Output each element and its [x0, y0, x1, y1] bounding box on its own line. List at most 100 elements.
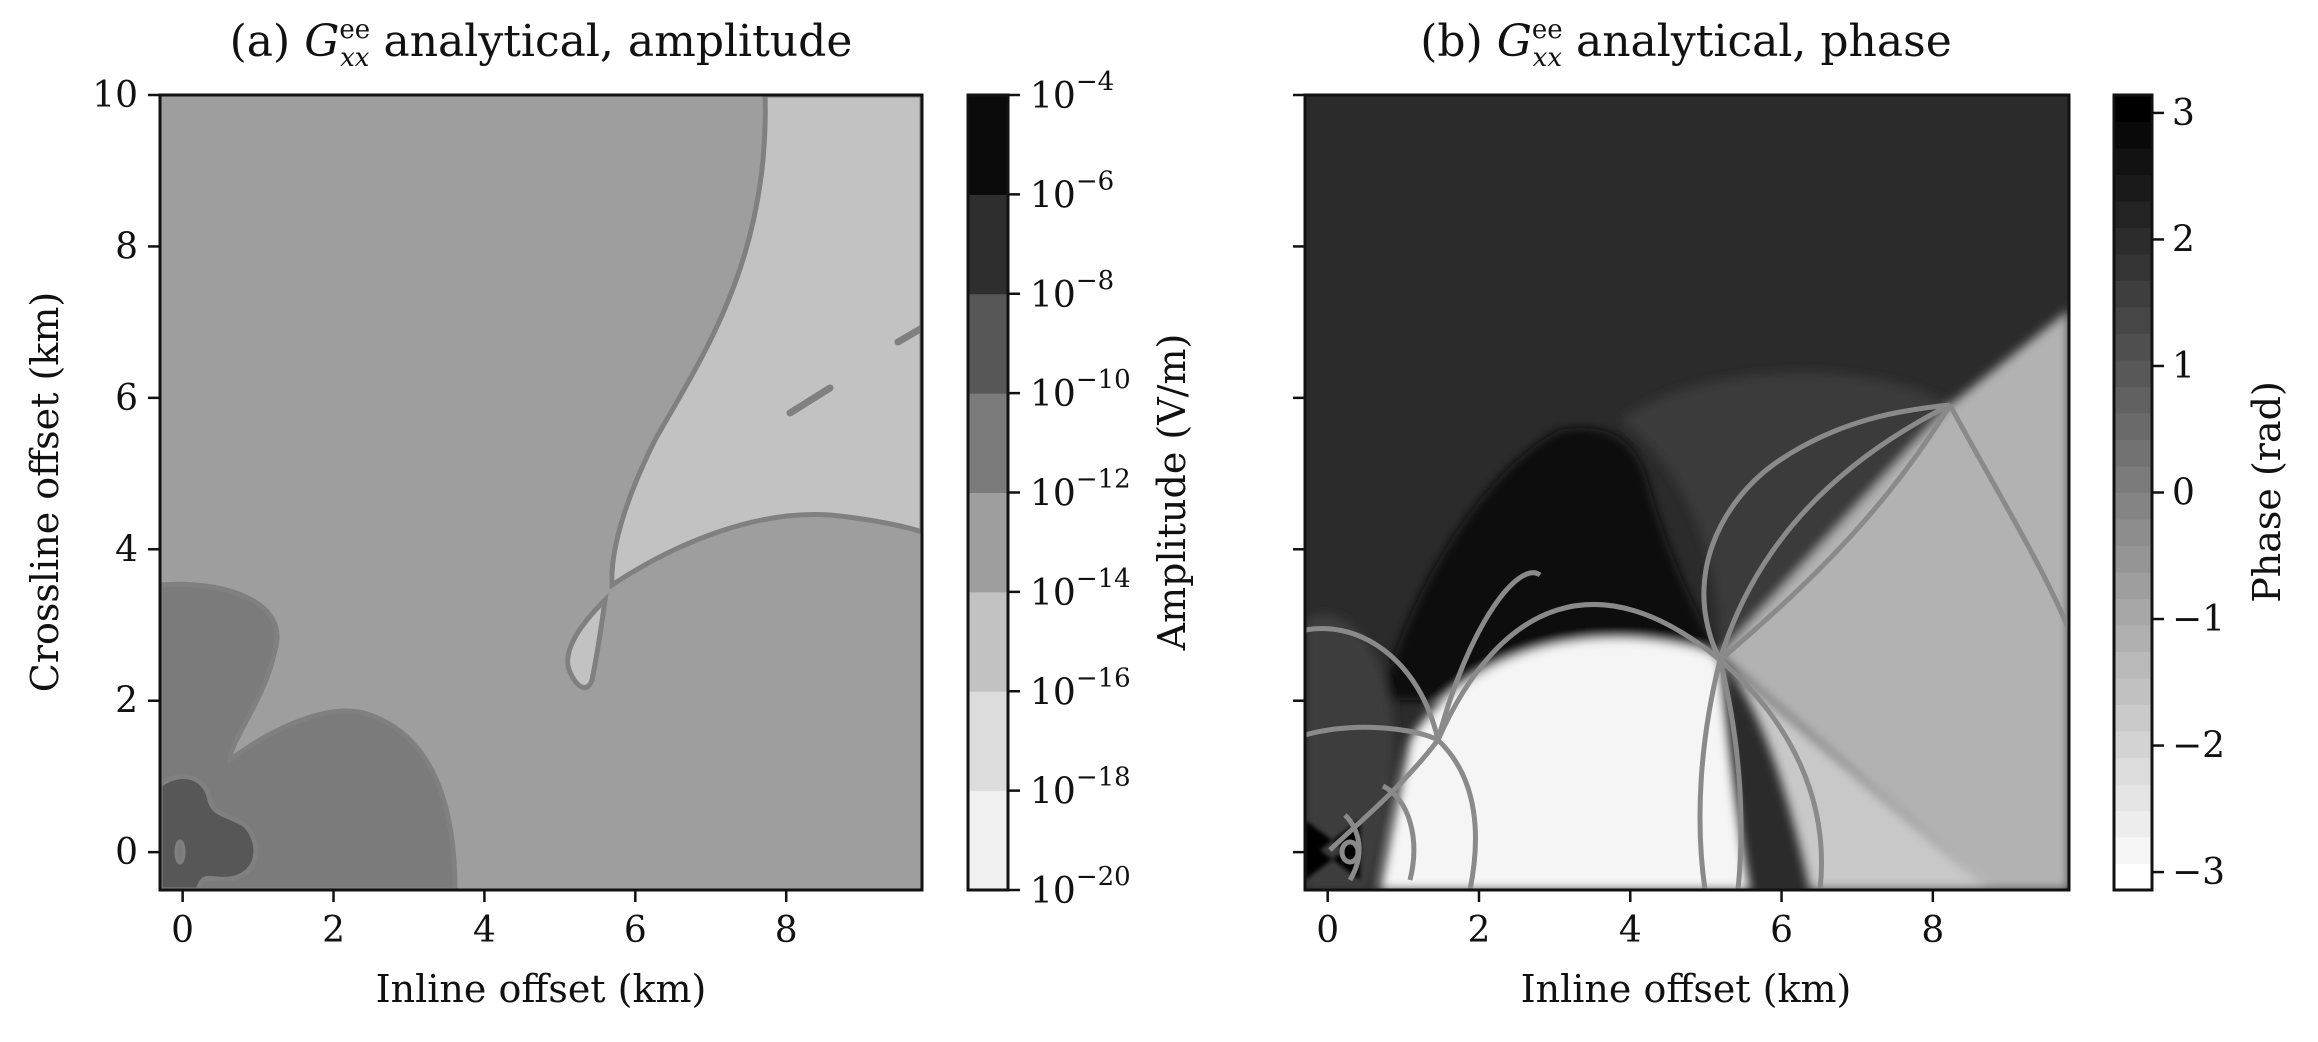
phase-colorbar-level [2114, 360, 2152, 387]
amplitude-upper-right-region [609, 95, 922, 590]
phase-left-region [1305, 614, 1394, 890]
phase-colorbar-level [2114, 307, 2152, 334]
x-tick-label: 0 [1316, 910, 1339, 951]
phase-colorbar-level [2114, 227, 2152, 255]
amplitude-colorbar-level [968, 393, 1008, 493]
amplitude-colorbar-tick-label: 10−16 [1030, 663, 1131, 713]
phase-colorbar-level [2114, 572, 2152, 599]
phase-colorbar-frame [2112, 93, 2154, 892]
amplitude-colorbar-level [968, 492, 1008, 593]
amplitude-colorbar-level [968, 691, 1008, 792]
panel-b-frame [1303, 93, 2071, 892]
phase-colorbar-level [2114, 492, 2152, 520]
amplitude-droplet [565, 593, 609, 690]
amplitude-colorbar: 10−20 10−18 10−16 10−14 10−12 10−10 10−8 10−6 10… [968, 67, 1131, 912]
phase-colorbar-level [2114, 386, 2152, 414]
x-tick-label: 2 [322, 910, 345, 951]
phase-colorbar-tick-label: 3 [2172, 93, 2195, 134]
phase-colorbar-level [2114, 837, 2152, 864]
phase-colorbar-level [2114, 810, 2152, 838]
x-tick-label: 6 [1770, 910, 1793, 951]
amplitude-colorbar-tick-label: 10−12 [1030, 465, 1131, 515]
amplitude-near-field-lobes [160, 581, 458, 890]
phase-colorbar-level [2114, 413, 2152, 440]
panel-a-y-ticks: 0 2 4 6 8 10 [92, 75, 160, 873]
phase-dark-band [1380, 428, 1720, 700]
x-tick-label: 8 [1921, 910, 1944, 951]
amplitude-contour-segment [894, 324, 922, 346]
panel-b-title: (b) Gee xx analytical, phase [1420, 15, 1952, 73]
phase-light-basin [1380, 638, 1750, 890]
amplitude-core-region [160, 774, 259, 890]
phase-colorbar-level [2114, 863, 2152, 891]
amplitude-colorbar-level [968, 591, 1008, 692]
panel-b-x-ticks: 0 2 4 6 8 [1316, 890, 1944, 951]
amplitude-colorbar-level [968, 194, 1008, 295]
phase-middle-region [1620, 372, 1950, 655]
amplitude-colorbar-tick-label: 10−20 [1030, 862, 1131, 912]
phase-colorbar-level [2114, 784, 2152, 811]
amplitude-colorbar-tick-label: 10−4 [1030, 67, 1114, 117]
y-tick-label: 6 [115, 378, 138, 419]
x-tick-label: 4 [473, 910, 496, 951]
phase-colorbar-tick-label: 0 [2172, 473, 2195, 514]
phase-colorbar-level [2114, 731, 2152, 758]
panel-b: (b) Gee xx analytical, phase [1293, 15, 2289, 1011]
x-tick-label: 0 [171, 910, 194, 951]
panel-a: (a) Gee xx analytical, amplitude 0 2 4 6 8 0 2… [23, 15, 1194, 1011]
phase-colorbar-level [2114, 439, 2152, 467]
y-tick-label: 8 [115, 226, 138, 267]
phase-gradient-wedge [1720, 660, 1990, 890]
phase-colorbar: −3 −2 −1 0 1 2 3 [2114, 93, 2225, 893]
amplitude-colorbar-frame [966, 93, 1010, 892]
amplitude-source-contour [174, 839, 186, 865]
phase-colorbar-level [2114, 95, 2152, 122]
y-tick-label: 0 [115, 832, 138, 873]
phase-colorbar-level [2114, 651, 2152, 679]
phase-colorbar-tick-label: −3 [2172, 852, 2225, 893]
amplitude-contour-segment [786, 384, 834, 417]
x-tick-label: 2 [1468, 910, 1491, 951]
x-tick-label: 8 [775, 910, 798, 951]
phase-colorbar-tick-label: −2 [2172, 726, 2225, 767]
panel-a-plot-area [160, 95, 922, 890]
panel-b-plot-area [1305, 95, 2069, 890]
phase-colorbar-level [2114, 280, 2152, 308]
amplitude-colorbar-tick-label: 10−6 [1030, 166, 1114, 216]
y-tick-label: 4 [115, 529, 138, 570]
y-tick-label: 2 [115, 681, 138, 722]
x-tick-label: 6 [624, 910, 647, 951]
phase-colorbar-level [2114, 545, 2152, 573]
panel-a-frame [158, 93, 924, 892]
panel-b-xlabel: Inline offset (km) [1521, 967, 1852, 1011]
phase-colorbar-level [2114, 598, 2152, 626]
phase-colorbar-level [2114, 148, 2152, 175]
phase-colorbar-level [2114, 201, 2152, 228]
x-tick-label: 4 [1619, 910, 1642, 951]
phase-colorbar-level [2114, 704, 2152, 732]
panel-a-x-ticks: 0 2 4 6 8 [171, 890, 798, 951]
phase-colorbar-level [2114, 519, 2152, 546]
phase-colorbar-level [2114, 121, 2152, 149]
phase-colorbar-level [2114, 757, 2152, 785]
panel-b-y-ticks [1293, 93, 1305, 854]
phase-colorbar-level [2114, 254, 2152, 281]
amplitude-colorbar-level [968, 95, 1008, 195]
amplitude-colorbar-level [968, 293, 1008, 394]
amplitude-colorbar-tick-label: 10−14 [1030, 564, 1131, 614]
phase-right-region [1720, 310, 2069, 890]
amplitude-colorbar-tick-label: 10−10 [1030, 365, 1131, 415]
amplitude-colorbar-label: Amplitude (V/m) [1150, 334, 1194, 652]
phase-colorbar-level [2114, 174, 2152, 202]
panel-a-title: (a) Gee xx analytical, amplitude [230, 15, 853, 73]
amplitude-colorbar-tick-label: 10−18 [1030, 763, 1131, 813]
phase-colorbar-level [2114, 625, 2152, 652]
amplitude-colorbar-level [968, 790, 1008, 891]
phase-colorbar-level [2114, 333, 2152, 361]
panel-a-xlabel: Inline offset (km) [376, 967, 707, 1011]
phase-colorbar-tick-label: −1 [2172, 599, 2225, 640]
y-tick-label: 10 [92, 75, 138, 116]
panel-a-ylabel: Crossline offset (km) [23, 292, 67, 692]
phase-colorbar-label: Phase (rad) [2245, 381, 2289, 603]
